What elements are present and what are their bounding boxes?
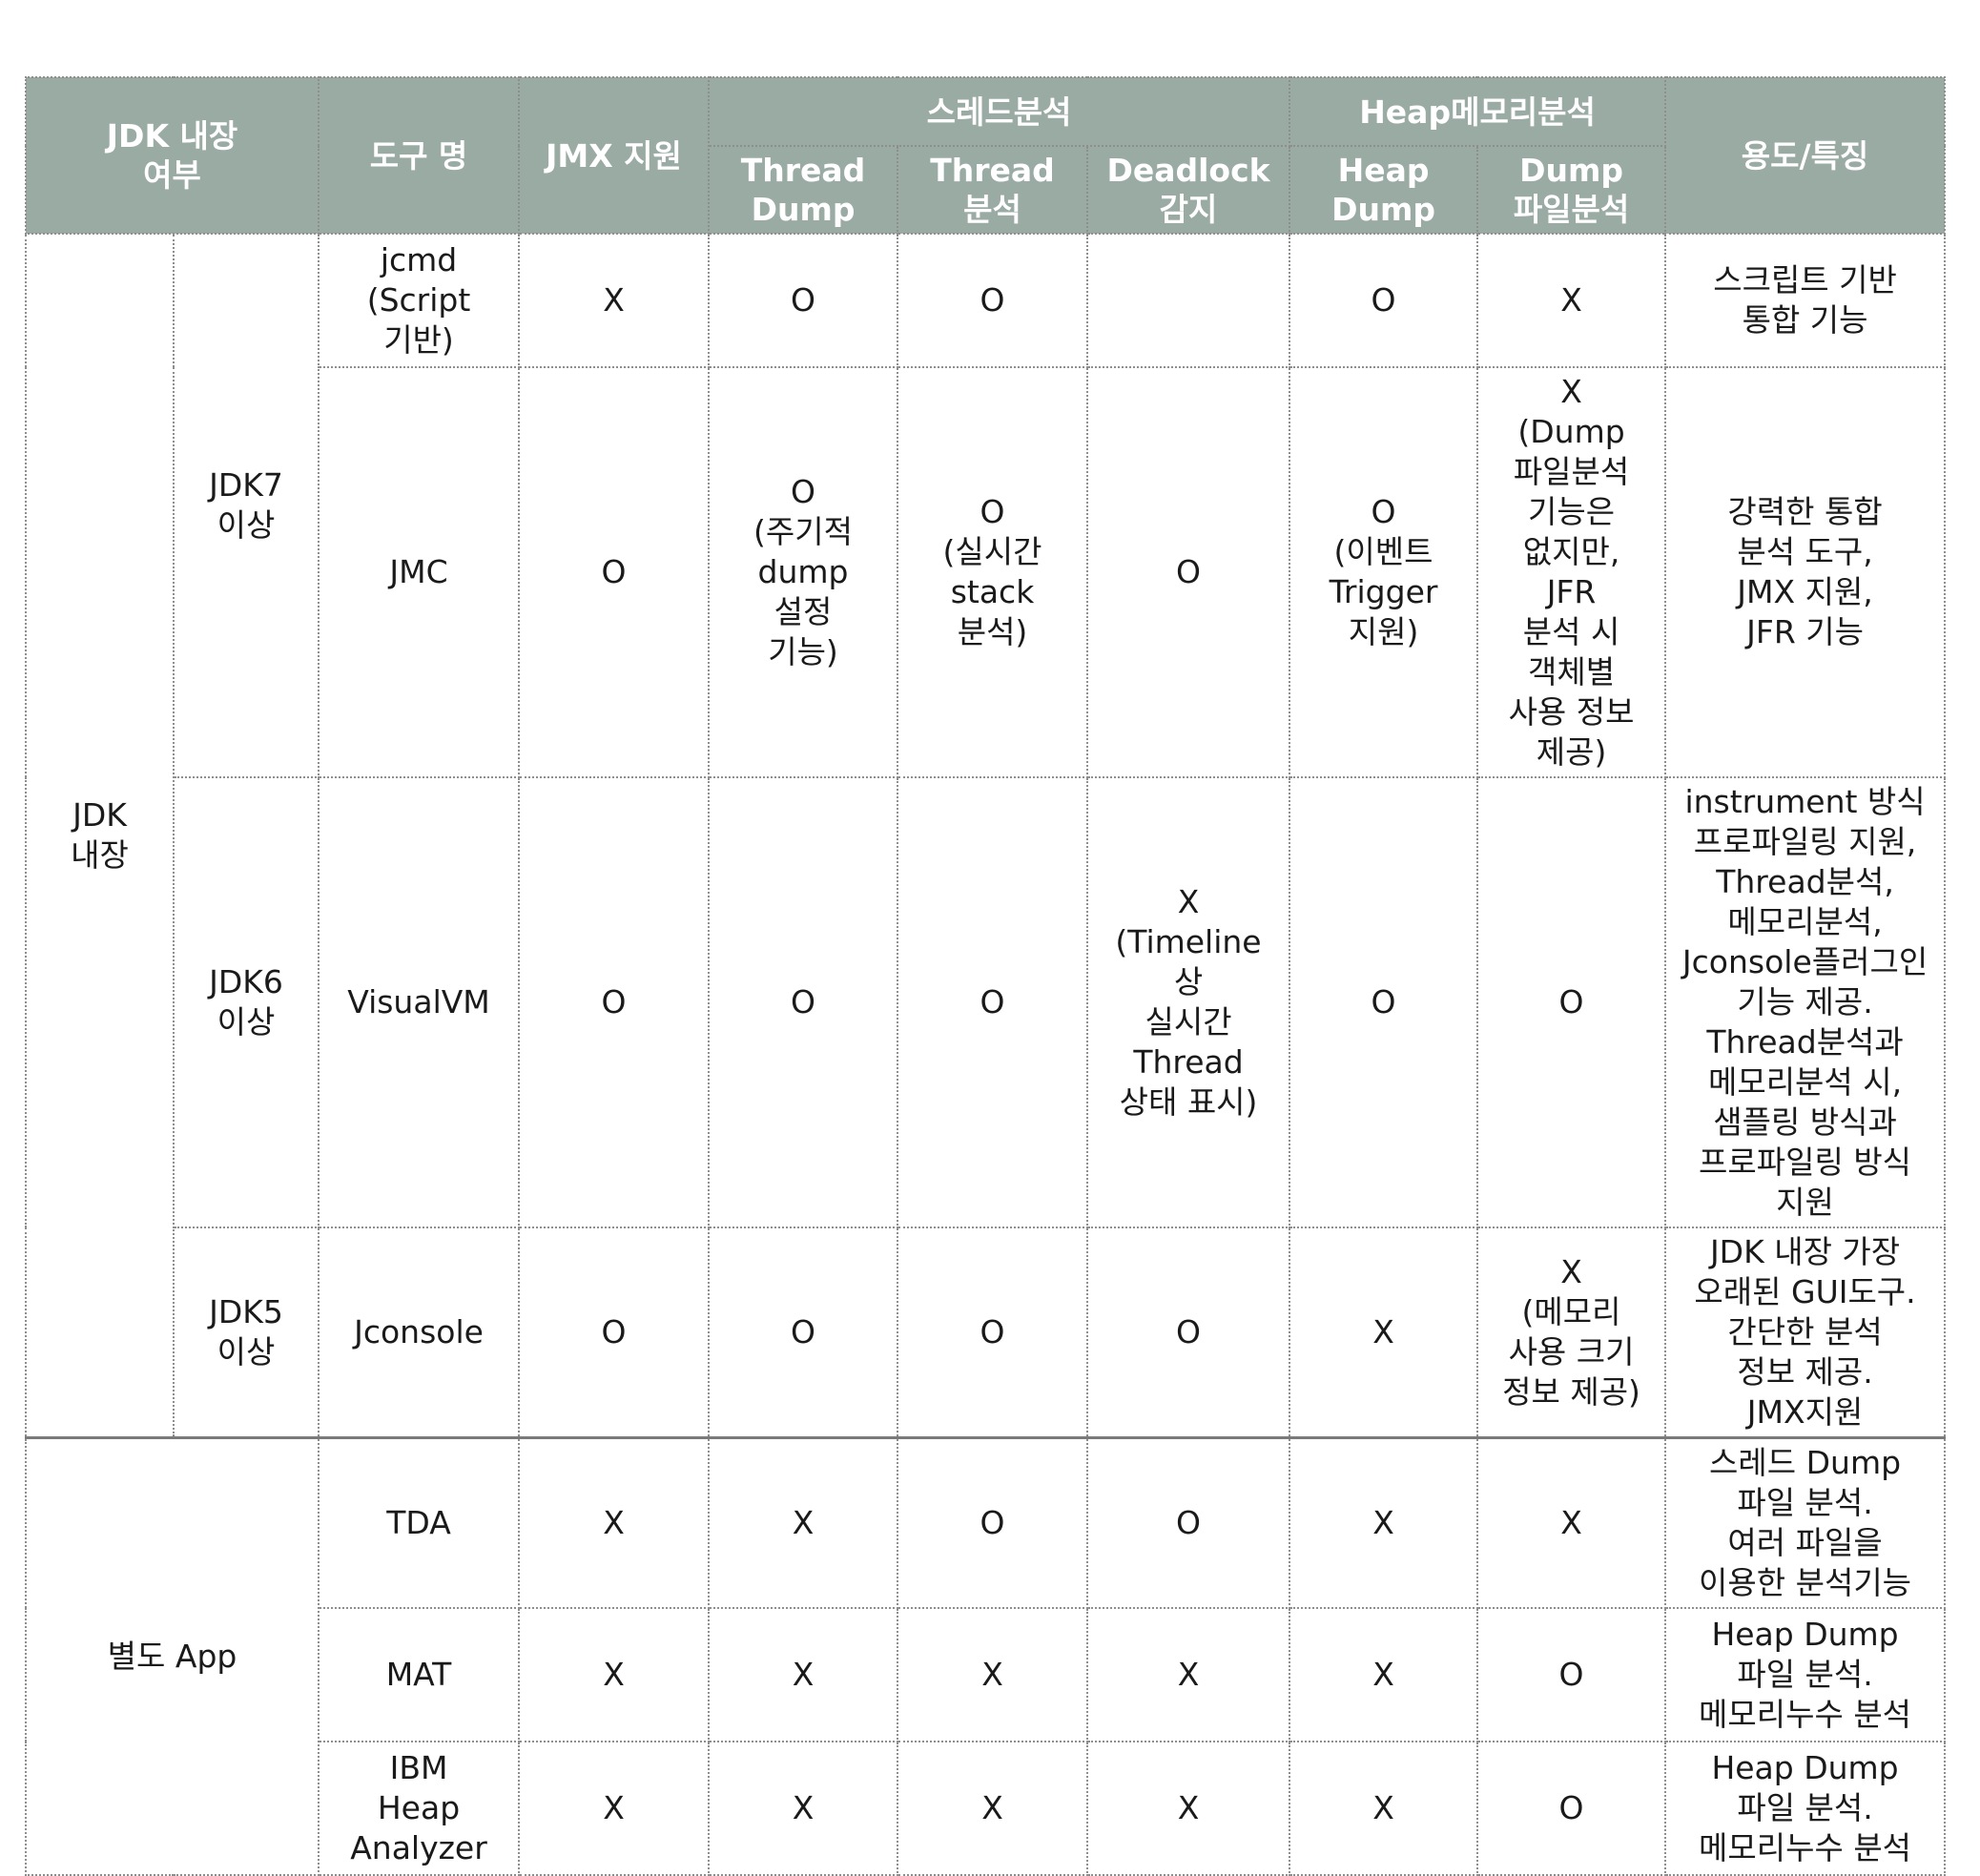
cell-dump-file: X (Dump 파일분석 기능은 없지만, JFR 분석 시 객체별 사용 정보…	[1476, 366, 1667, 778]
table-row: JDK5 이상 Jconsole O O O O X X (메모리 사용 크기 …	[26, 1227, 1947, 1439]
group-separate-app: 별도 App	[24, 1436, 320, 1876]
cell-deadlock: O	[1086, 366, 1291, 778]
cell-thread-analysis: O	[897, 233, 1089, 368]
tool-name: jcmd (Script 기반)	[318, 233, 521, 368]
cell-thread-analysis: O	[897, 1227, 1089, 1439]
header-group-heap: Heap메모리분석	[1289, 76, 1667, 147]
cell-thread-dump: O	[708, 776, 899, 1228]
cell-jmx: X	[518, 233, 711, 368]
cell-thread-analysis: O	[897, 776, 1089, 1228]
cell-heap-dump: X	[1289, 1436, 1479, 1609]
header-group-thread: 스레드분석	[708, 76, 1291, 147]
header-dump-file: Dump 파일분석	[1476, 145, 1667, 235]
cell-heap-dump: O (이벤트 Trigger 지원)	[1289, 366, 1479, 778]
cell-heap-dump: X	[1289, 1227, 1479, 1439]
cell-deadlock: O	[1086, 1227, 1291, 1439]
cell-deadlock: X	[1086, 1741, 1291, 1876]
tool-name: MAT	[318, 1607, 521, 1742]
tool-comparison-table-wrapper: JDK 내장 여부 도구 명 JMX 지원 스레드분석 Heap메모리분석 용도…	[24, 76, 1947, 1876]
header-thread-analysis: Thread 분석	[897, 145, 1089, 235]
version-jdk6: JDK6 이상	[172, 776, 320, 1228]
table-row: JDK6 이상 VisualVM O O O X (Timeline 상 실시간…	[26, 776, 1947, 1228]
cell-deadlock: X	[1086, 1607, 1291, 1742]
cell-usage: Heap Dump 파일 분석. 메모리누수 분석	[1664, 1741, 1947, 1876]
cell-thread-dump: X	[708, 1607, 899, 1742]
tool-name: VisualVM	[318, 776, 521, 1228]
cell-jmx: O	[518, 366, 711, 778]
header-row-2: Thread Dump Thread 분석 Deadlock 감지 Heap D…	[26, 145, 1945, 235]
header-usage: 용도/특징	[1664, 76, 1947, 235]
table-row: JDK 내장 JDK7 이상 jcmd (Script 기반) X O O O …	[25, 233, 1947, 1439]
tool-name: JMC	[318, 366, 521, 778]
group-jdk-builtin: JDK 내장	[25, 233, 175, 1439]
cell-deadlock: X (Timeline 상 실시간 Thread 상태 표시)	[1086, 776, 1291, 1228]
header-row-1: JDK 내장 여부 도구 명 JMX 지원 스레드분석 Heap메모리분석 용도…	[24, 76, 1947, 235]
cell-heap-dump: X	[1289, 1741, 1479, 1876]
cell-thread-dump: O	[708, 233, 899, 368]
cell-thread-analysis: O	[897, 1436, 1089, 1609]
tool-name: IBM Heap Analyzer	[318, 1741, 521, 1876]
header-tool-name: 도구 명	[318, 76, 521, 235]
cell-thread-analysis: X	[897, 1741, 1089, 1876]
cell-usage: 강력한 통합 분석 도구, JMX 지원, JFR 기능	[1664, 366, 1947, 778]
tool-name: Jconsole	[318, 1227, 521, 1439]
cell-usage: Heap Dump 파일 분석. 메모리누수 분석	[1664, 1607, 1947, 1742]
cell-thread-analysis: X	[897, 1607, 1089, 1742]
cell-jmx: X	[518, 1741, 711, 1876]
cell-heap-dump: O	[1289, 233, 1479, 368]
header-heap-dump: Heap Dump	[1289, 145, 1479, 235]
cell-dump-file: X	[1476, 1436, 1667, 1609]
tool-comparison-table: JDK 내장 여부 도구 명 JMX 지원 스레드분석 Heap메모리분석 용도…	[24, 76, 1947, 1876]
cell-dump-file: X (메모리 사용 크기 정보 제공)	[1476, 1227, 1667, 1439]
cell-heap-dump: O	[1289, 776, 1479, 1228]
cell-usage: instrument 방식 프로파일링 지원, Thread분석, 메모리분석,…	[1664, 776, 1947, 1228]
header-deadlock: Deadlock 감지	[1086, 145, 1291, 235]
cell-jmx: X	[518, 1607, 711, 1742]
version-jdk5: JDK5 이상	[172, 1227, 320, 1439]
header-jdk-builtin: JDK 내장 여부	[24, 76, 320, 235]
cell-dump-file: O	[1476, 1741, 1667, 1876]
table-row: JMC O O (주기적 dump 설정 기능) O (실시간 stack 분석…	[26, 366, 1947, 778]
cell-jmx: O	[518, 1227, 711, 1439]
cell-thread-dump: X	[708, 1436, 899, 1609]
cell-thread-analysis: O (실시간 stack 분석)	[897, 366, 1089, 778]
cell-deadlock: O	[1086, 1436, 1291, 1609]
cell-deadlock	[1086, 233, 1291, 368]
cell-jmx: X	[518, 1436, 711, 1609]
cell-jmx: O	[518, 776, 711, 1228]
cell-usage: 스레드 Dump 파일 분석. 여러 파일을 이용한 분석기능	[1664, 1436, 1947, 1609]
tool-name: TDA	[318, 1436, 521, 1609]
table-row: MAT X X X X X O Heap Dump 파일 분석. 메모리누수 분…	[26, 1607, 1947, 1742]
cell-thread-dump: O (주기적 dump 설정 기능)	[708, 366, 899, 778]
cell-usage: 스크립트 기반 통합 기능	[1664, 233, 1947, 368]
header-jmx-support: JMX 지원	[518, 76, 711, 235]
cell-dump-file: X	[1476, 233, 1667, 368]
version-jdk7: JDK7 이상	[172, 233, 320, 778]
header-thread-dump: Thread Dump	[708, 145, 899, 235]
cell-thread-dump: X	[708, 1741, 899, 1876]
cell-heap-dump: X	[1289, 1607, 1479, 1742]
cell-thread-dump: O	[708, 1227, 899, 1439]
cell-usage: JDK 내장 가장 오래된 GUI도구. 간단한 분석 정보 제공. JMX지원	[1664, 1227, 1947, 1439]
cell-dump-file: O	[1476, 776, 1667, 1228]
cell-dump-file: O	[1476, 1607, 1667, 1742]
table-row: 별도 App TDA X X O O X X 스레드 Dump 파일 분석. 여…	[24, 1436, 1947, 1876]
